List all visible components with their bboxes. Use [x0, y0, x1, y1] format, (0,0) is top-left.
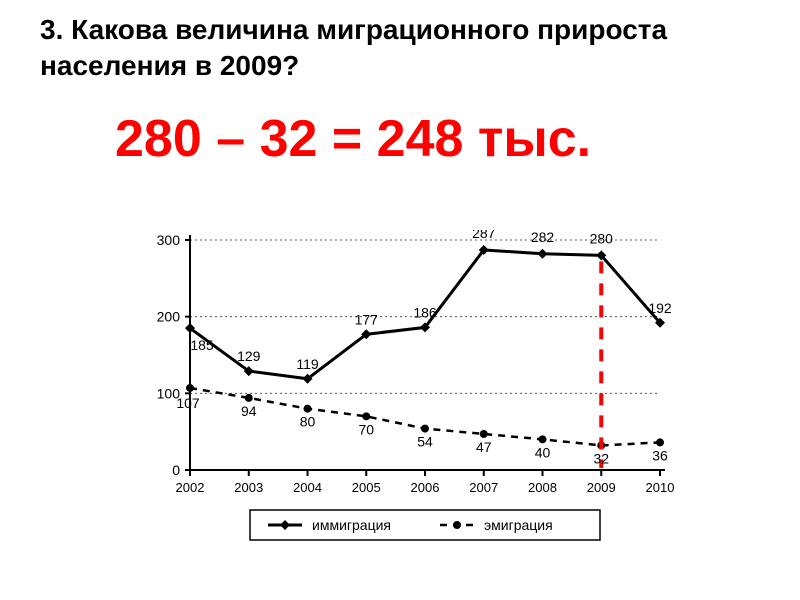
- data-label-emigration: 32: [593, 450, 609, 466]
- data-label-immigration: 119: [296, 356, 319, 372]
- legend-marker-emigration: [453, 521, 461, 529]
- marker-diamond: [538, 249, 548, 259]
- x-tick-label: 2008: [528, 480, 557, 495]
- migration-chart: 0100200300200220032004200520062007200820…: [130, 230, 690, 570]
- marker-circle: [362, 412, 370, 420]
- data-label-immigration: 280: [590, 230, 614, 246]
- data-label-emigration: 47: [476, 439, 492, 455]
- data-label-emigration: 36: [652, 447, 668, 463]
- data-label-immigration: 177: [355, 311, 379, 327]
- data-label-emigration: 80: [300, 414, 316, 430]
- y-tick-label: 300: [157, 232, 181, 248]
- answer-text: 280 – 32 = 248 тыс.: [115, 110, 591, 170]
- data-label-emigration: 40: [535, 444, 551, 460]
- legend-marker-immigration: [280, 520, 290, 530]
- x-tick-label: 2002: [176, 480, 205, 495]
- x-tick-label: 2003: [234, 480, 263, 495]
- y-tick-label: 200: [157, 309, 181, 325]
- data-label-immigration: 192: [648, 300, 672, 316]
- marker-circle: [186, 384, 194, 392]
- marker-circle: [421, 425, 429, 433]
- marker-circle: [539, 435, 547, 443]
- x-tick-label: 2006: [411, 480, 440, 495]
- marker-circle: [480, 430, 488, 438]
- marker-circle: [656, 438, 664, 446]
- data-label-immigration: 282: [531, 230, 555, 245]
- data-label-immigration: 186: [413, 304, 437, 320]
- data-label-emigration: 70: [358, 421, 374, 437]
- data-label-emigration: 54: [417, 434, 433, 450]
- x-tick-label: 2009: [587, 480, 616, 495]
- data-label-immigration: 185: [190, 337, 214, 353]
- marker-circle: [245, 394, 253, 402]
- marker-circle: [304, 405, 312, 413]
- legend-label-emigration: эмиграция: [484, 517, 553, 533]
- question-text: 3. Какова величина миграционного прирост…: [40, 12, 680, 84]
- data-label-immigration: 287: [472, 230, 496, 241]
- x-tick-label: 2007: [469, 480, 498, 495]
- legend-label-immigration: иммиграция: [312, 517, 391, 533]
- data-label-emigration: 107: [176, 395, 200, 411]
- x-tick-label: 2010: [646, 480, 675, 495]
- x-tick-label: 2005: [352, 480, 381, 495]
- data-label-emigration: 94: [241, 403, 257, 419]
- y-tick-label: 0: [172, 462, 180, 478]
- data-label-immigration: 129: [237, 348, 261, 364]
- x-tick-label: 2004: [293, 480, 322, 495]
